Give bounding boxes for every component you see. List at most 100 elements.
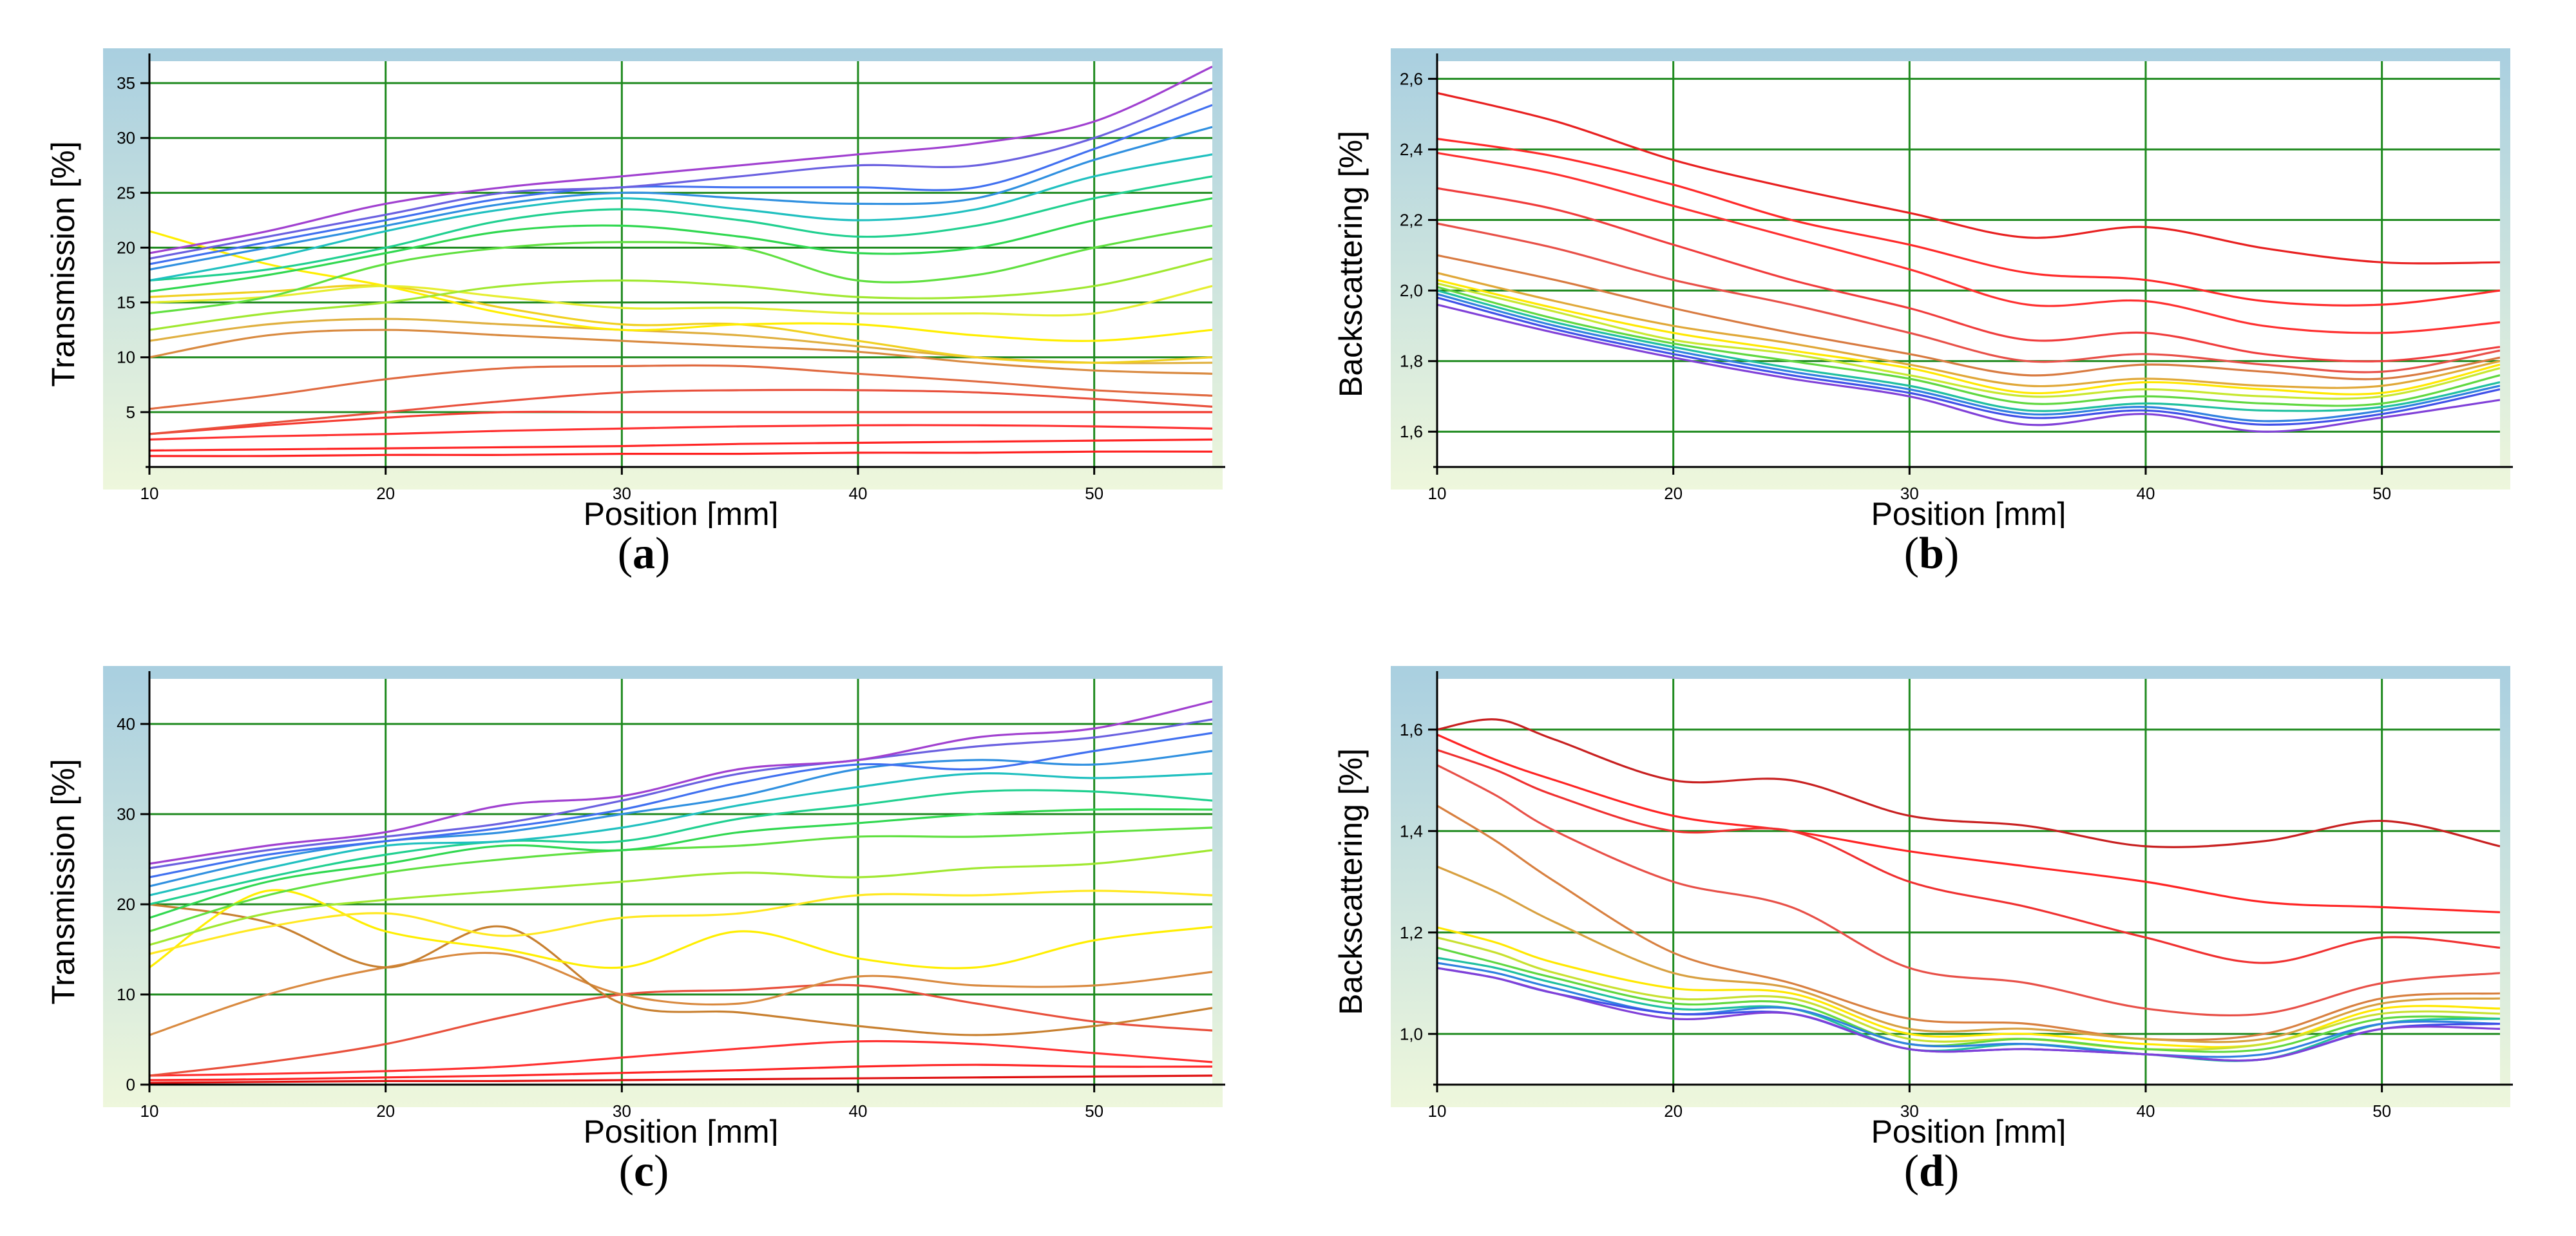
series-line-scan-6 <box>1437 865 2500 1043</box>
series-line-scan-9 <box>149 284 1212 364</box>
y-tick-label: 1,2 <box>1400 923 1423 942</box>
series-line-scan-7 <box>1437 272 2500 389</box>
series-line-scan-14 <box>1437 303 2500 433</box>
x-tick-label: 10 <box>140 484 159 503</box>
series-line-scan-10 <box>1437 286 2500 407</box>
x-axis-label: Position [mm] <box>584 496 779 528</box>
series-line-scan-10 <box>149 826 1212 933</box>
series-line-scan-19 <box>149 88 1212 260</box>
series-line-scan-11 <box>1437 962 2500 1058</box>
series-line-scan-11 <box>1437 289 2500 412</box>
series-line-scan-4 <box>149 410 1212 435</box>
y-tick-label: 20 <box>117 238 135 257</box>
series-line-scan-2 <box>149 1063 1212 1081</box>
series-line-scan-1 <box>1437 91 2500 265</box>
panel-caption-a: (a) <box>617 529 671 578</box>
series-line-scan-15 <box>149 732 1212 879</box>
series-line-scan-3 <box>1437 748 2500 964</box>
y-tick-label: 25 <box>117 183 135 202</box>
chart-panel-b: 1,6 1,8 2,0 2,2 2,4 2,6 10 20 30 40 50 Position [mm… <box>1288 0 2575 618</box>
series-line-scan-13 <box>149 224 1212 315</box>
series-line-scan-6 <box>149 364 1212 410</box>
y-tick-label: 1,6 <box>1400 422 1423 441</box>
series-line-scan-3 <box>1437 151 2500 334</box>
x-tick-label: 50 <box>2372 484 2391 503</box>
series-line-scan-6 <box>149 903 1212 1036</box>
series-line-scan-20 <box>149 66 1212 254</box>
series-line-scan-1 <box>149 1074 1212 1084</box>
y-tick-label: 1,6 <box>1400 720 1423 739</box>
series-line-scan-13 <box>149 772 1212 897</box>
transmission-chart-c: 0 10 20 30 40 10 20 30 40 50 Position [mm] Transmis… <box>45 666 1225 1146</box>
series-line-scan-5 <box>1437 804 2500 1041</box>
chart-panel-a: 5 10 15 20 25 30 35 10 20 30 40 50 Position [mm] Tran… <box>0 0 1288 618</box>
y-tick-label: 1,0 <box>1400 1024 1423 1043</box>
series-line-scan-4 <box>1437 764 2500 1017</box>
series-line-scan-17 <box>149 700 1212 865</box>
series-line-scan-14 <box>149 750 1212 888</box>
y-tick-label: 40 <box>117 714 135 734</box>
backscattering-chart-b: 1,6 1,8 2,0 2,2 2,4 2,6 10 20 30 40 50 Position [mm… <box>1333 48 2513 528</box>
x-tick-label: 10 <box>1428 1101 1447 1121</box>
series-line-scan-2 <box>1437 137 2500 307</box>
y-tick-label: 30 <box>117 128 135 147</box>
series-group <box>1437 718 2500 1062</box>
x-tick-label: 20 <box>1664 1101 1683 1121</box>
y-tick-label: 20 <box>117 895 135 914</box>
series-line-scan-12 <box>1437 293 2500 423</box>
y-tick-label: 35 <box>117 73 135 93</box>
x-tick-label: 20 <box>376 484 395 503</box>
x-tick-label: 20 <box>1664 484 1683 503</box>
series-group <box>149 700 1212 1084</box>
series-line-scan-16 <box>149 718 1212 870</box>
y-tick-label: 5 <box>126 403 135 422</box>
backscattering-chart-d: 1,0 1,2 1,4 1,6 10 20 30 40 50 Position [mm] Backs… <box>1333 666 2513 1146</box>
y-tick-label: 15 <box>117 293 135 312</box>
series-line-scan-17 <box>149 126 1212 271</box>
chart-panel-c: 0 10 20 30 40 10 20 30 40 50 Position [mm] Transmis… <box>0 618 1288 1235</box>
series-line-scan-12 <box>149 789 1212 906</box>
series-line-scan-1 <box>1437 718 2500 848</box>
series-line-scan-12 <box>149 257 1212 331</box>
y-axis-label: Transmission [%] <box>45 141 81 387</box>
series-line-scan-2 <box>149 438 1212 452</box>
series-line-scan-16 <box>149 153 1212 282</box>
series-line-scan-4 <box>1437 187 2500 363</box>
x-tick-label: 20 <box>376 1101 395 1121</box>
y-tick-label: 2,6 <box>1400 69 1423 88</box>
series-group <box>149 66 1212 457</box>
series-line-scan-2 <box>1437 734 2500 913</box>
panel-caption-b: (b) <box>1903 529 1960 578</box>
series-group <box>1437 91 2500 433</box>
y-tick-label: 1,4 <box>1400 821 1423 841</box>
series-line-scan-5 <box>149 951 1212 1036</box>
series-line-scan-7 <box>1437 926 2500 1049</box>
series-line-scan-1 <box>149 450 1212 457</box>
series-line-scan-18 <box>149 104 1212 265</box>
plot-area <box>149 679 1212 1085</box>
series-line-scan-11 <box>149 808 1212 919</box>
transmission-chart-a: 5 10 15 20 25 30 35 10 20 30 40 50 Position [mm] Tran… <box>45 48 1225 528</box>
y-tick-label: 1,8 <box>1400 352 1423 371</box>
x-tick-label: 50 <box>2372 1101 2391 1121</box>
series-line-scan-15 <box>149 175 1212 282</box>
series-line-scan-10 <box>149 230 1212 342</box>
series-line-scan-14 <box>149 197 1212 293</box>
series-line-scan-3 <box>149 1040 1212 1077</box>
y-tick-label: 2,2 <box>1400 211 1423 230</box>
x-tick-label: 50 <box>1085 484 1103 503</box>
series-line-scan-13 <box>1437 967 2500 1062</box>
x-tick-label: 30 <box>1900 1101 1919 1121</box>
series-line-scan-6 <box>1437 254 2500 381</box>
series-line-scan-7 <box>149 328 1212 375</box>
series-line-scan-11 <box>149 285 1212 317</box>
x-tick-label: 10 <box>140 1101 159 1121</box>
x-axis-label: Position [mm] <box>1871 496 2066 528</box>
x-tick-label: 50 <box>1085 1101 1103 1121</box>
y-axis-label: Transmission [%] <box>45 759 81 1005</box>
series-line-scan-8 <box>1437 937 2500 1051</box>
x-tick-label: 10 <box>1428 484 1447 503</box>
x-tick-label: 40 <box>849 1101 868 1121</box>
y-tick-label: 2,4 <box>1400 140 1423 159</box>
chart-panel-d: 1,0 1,2 1,4 1,6 10 20 30 40 50 Position [mm] Backs… <box>1288 618 2575 1235</box>
